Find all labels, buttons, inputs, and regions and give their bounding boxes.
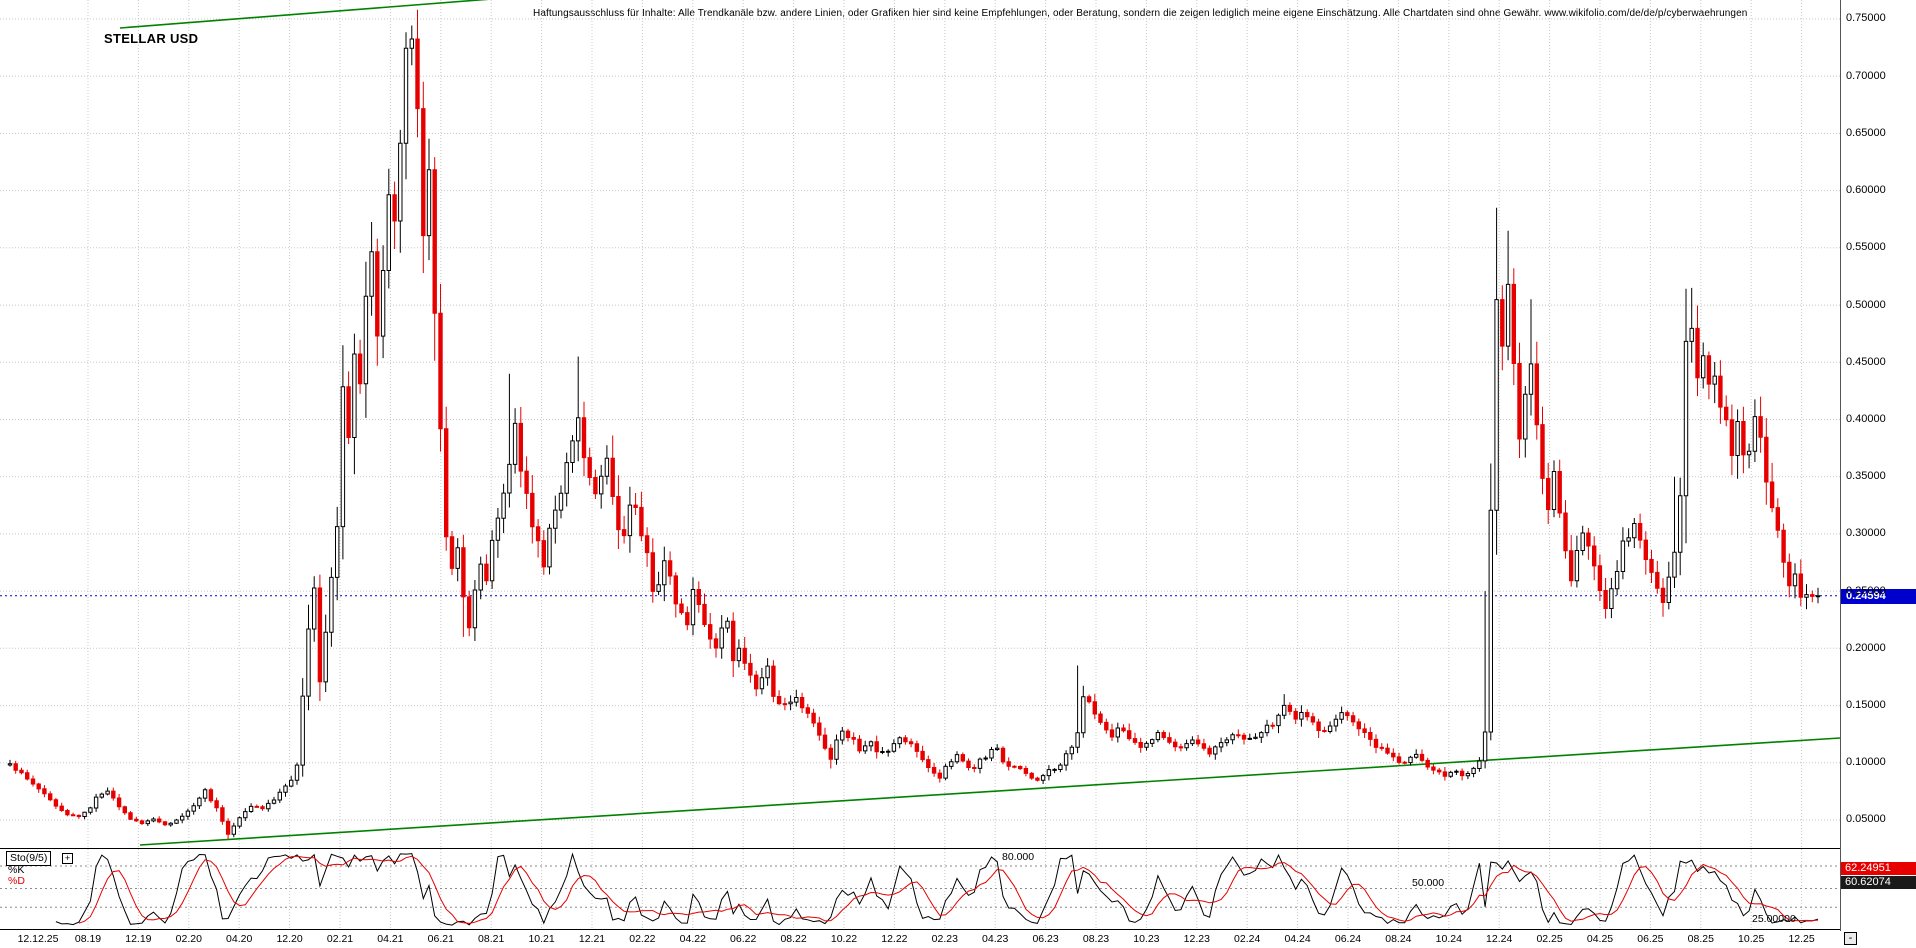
date-tick-label: 04.20 (226, 933, 253, 945)
stochastic-d-label: %D (8, 875, 25, 887)
date-tick-label: 10.24 (1435, 933, 1462, 945)
trendline-long-term-support (139, 737, 1840, 846)
candle-wicks-up (9, 25, 1819, 838)
stochastic-k-label: %K (8, 864, 25, 876)
zoom-out-button[interactable]: - (1844, 932, 1857, 945)
date-tick-label: 02.24 (1234, 933, 1261, 945)
stochastic-level-25-label: 25.00000 (1752, 913, 1796, 925)
date-tick-label: 02.25 (1536, 933, 1563, 945)
current-price-badge: 0.24594 (1841, 589, 1916, 604)
date-tick-label: 12.19 (125, 933, 152, 945)
date-tick-label: 02.22 (629, 933, 656, 945)
date-tick-label: 08.24 (1385, 933, 1412, 945)
date-tick-label: 12.21 (578, 933, 606, 945)
add-indicator-button[interactable]: + (62, 853, 73, 864)
date-tick-label: 08.25 (1687, 933, 1714, 945)
date-tick-label: 10.25 (1738, 933, 1765, 945)
price-axis-label: 0.30000 (1846, 527, 1886, 540)
date-tick-label: 02.23 (931, 933, 958, 945)
date-tick-label: 02.21 (326, 933, 354, 945)
price-axis-label: 0.20000 (1846, 641, 1886, 654)
date-tick-label: 06.21 (427, 933, 454, 945)
candle-bodies-down (13, 38, 1815, 835)
price-axis-label: 0.75000 (1846, 12, 1886, 25)
price-axis: 0.24594 62.24951 60.62074 0.75000 0.70000… (1840, 0, 1916, 948)
stochastic-d-line (78, 855, 1819, 924)
price-axis-label: 0.15000 (1846, 699, 1886, 712)
date-tick-label: 08.19 (74, 933, 102, 945)
date-tick-label: 04.22 (679, 933, 706, 945)
date-axis: 12.12.25 08.19 12.19 02.20 04.20 12.20 02.21 04… (0, 931, 1916, 948)
date-tick-label: 08.22 (780, 933, 807, 945)
price-axis-label: 0.40000 (1846, 412, 1886, 425)
date-tick-label: 02.20 (175, 933, 202, 945)
price-axis-label: 0.25000 (1846, 584, 1886, 597)
chart-date-stamp: 12.12.25 (17, 933, 59, 945)
date-tick-label: 12.20 (276, 933, 303, 945)
price-axis-label: 0.55000 (1846, 241, 1886, 254)
date-tick-label: 04.23 (982, 933, 1009, 945)
stochastic-canvas[interactable] (0, 849, 1840, 929)
date-tick-label: 12.25 (1788, 933, 1815, 945)
date-tick-label: 06.25 (1637, 933, 1664, 945)
price-axis-label: 0.05000 (1846, 813, 1886, 826)
price-axis-label: 0.35000 (1846, 470, 1886, 483)
stochastic-k-value-badge: 60.62074 (1841, 876, 1916, 889)
date-tick-label: 04.24 (1284, 933, 1311, 945)
price-axis-label: 0.70000 (1846, 69, 1886, 82)
disclaimer-text: Haftungsausschluss für Inhalte: Alle Tre… (533, 8, 1748, 19)
date-tick-label: 06.24 (1334, 933, 1362, 945)
price-axis-label: 0.50000 (1846, 298, 1886, 311)
date-tick-label: 10.23 (1133, 933, 1160, 945)
date-tick-label: 06.23 (1032, 933, 1059, 945)
price-axis-label: 0.60000 (1846, 184, 1886, 197)
stochastic-level-80-label: 80.000 (1002, 851, 1035, 863)
trendline-upper-resistance (119, 0, 490, 29)
price-axis-label: 0.65000 (1846, 126, 1886, 139)
date-tick-label: 08.23 (1082, 933, 1110, 945)
chart-title: STELLAR USD (104, 31, 199, 46)
date-tick-label: 06.22 (730, 933, 757, 945)
stochastic-settings-button[interactable]: Sto(9/5) (6, 851, 52, 866)
date-tick-label: 08.21 (478, 933, 505, 945)
price-chart-canvas[interactable] (0, 0, 1840, 848)
date-tick-label: 10.21 (528, 933, 555, 945)
stochastic-k-line (55, 852, 1819, 926)
date-tick-label: 10.22 (830, 933, 858, 945)
price-axis-label: 0.10000 (1846, 756, 1886, 769)
date-tick-label: 12.24 (1486, 933, 1513, 945)
date-tick-label: 04.25 (1586, 933, 1614, 945)
date-tick-label: 12.23 (1183, 933, 1210, 945)
date-tick-label: 04.21 (377, 933, 404, 945)
stochastic-panel (0, 848, 1840, 930)
candle-bodies-up (7, 38, 1821, 835)
date-tick-label: 12.22 (881, 933, 908, 945)
stochastic-d-value-badge: 62.24951 (1841, 862, 1916, 875)
stochastic-level-50-label: 50.000 (1412, 877, 1445, 889)
price-axis-label: 0.45000 (1846, 355, 1886, 368)
